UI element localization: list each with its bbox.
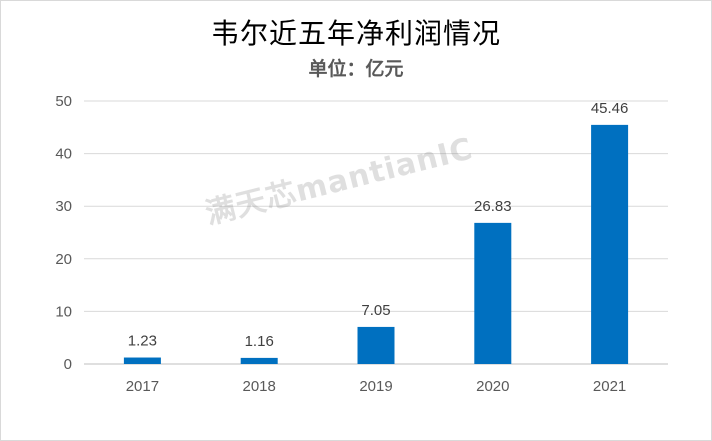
data-label-2018: 1.16 [245,333,274,350]
y-tick-label: 40 [55,146,72,163]
x-tick-label: 2017 [126,378,159,395]
bar-2019 [357,326,395,364]
chart-subtitle: 单位：亿元 [308,58,404,80]
bars [123,124,629,364]
data-labels: 1.23 1.16 7.05 26.83 45.46 [128,100,629,350]
y-axis: 0 10 20 30 40 50 [55,93,72,373]
y-tick-label: 30 [55,198,72,215]
y-tick-label: 50 [55,93,72,110]
data-label-2020: 26.83 [474,198,512,215]
bar-2018 [240,357,278,364]
y-tick-label: 0 [64,356,72,373]
x-tick-label: 2018 [243,378,276,395]
bar-2021 [591,124,629,364]
data-label-2021: 45.46 [591,100,629,117]
bar-2020 [474,222,512,364]
x-tick-label: 2021 [593,378,626,395]
x-tick-label: 2020 [476,378,509,395]
x-tick-label: 2019 [359,378,392,395]
data-label-2019: 7.05 [361,302,390,319]
y-tick-label: 10 [55,303,72,320]
chart-title: 韦尔近五年净利润情况 [210,17,501,50]
x-axis: 2017 2018 2019 2020 2021 [126,378,627,395]
bar-2017 [123,357,161,364]
data-label-2017: 1.23 [128,333,157,350]
gridlines [84,100,668,365]
y-tick-label: 20 [55,251,72,268]
